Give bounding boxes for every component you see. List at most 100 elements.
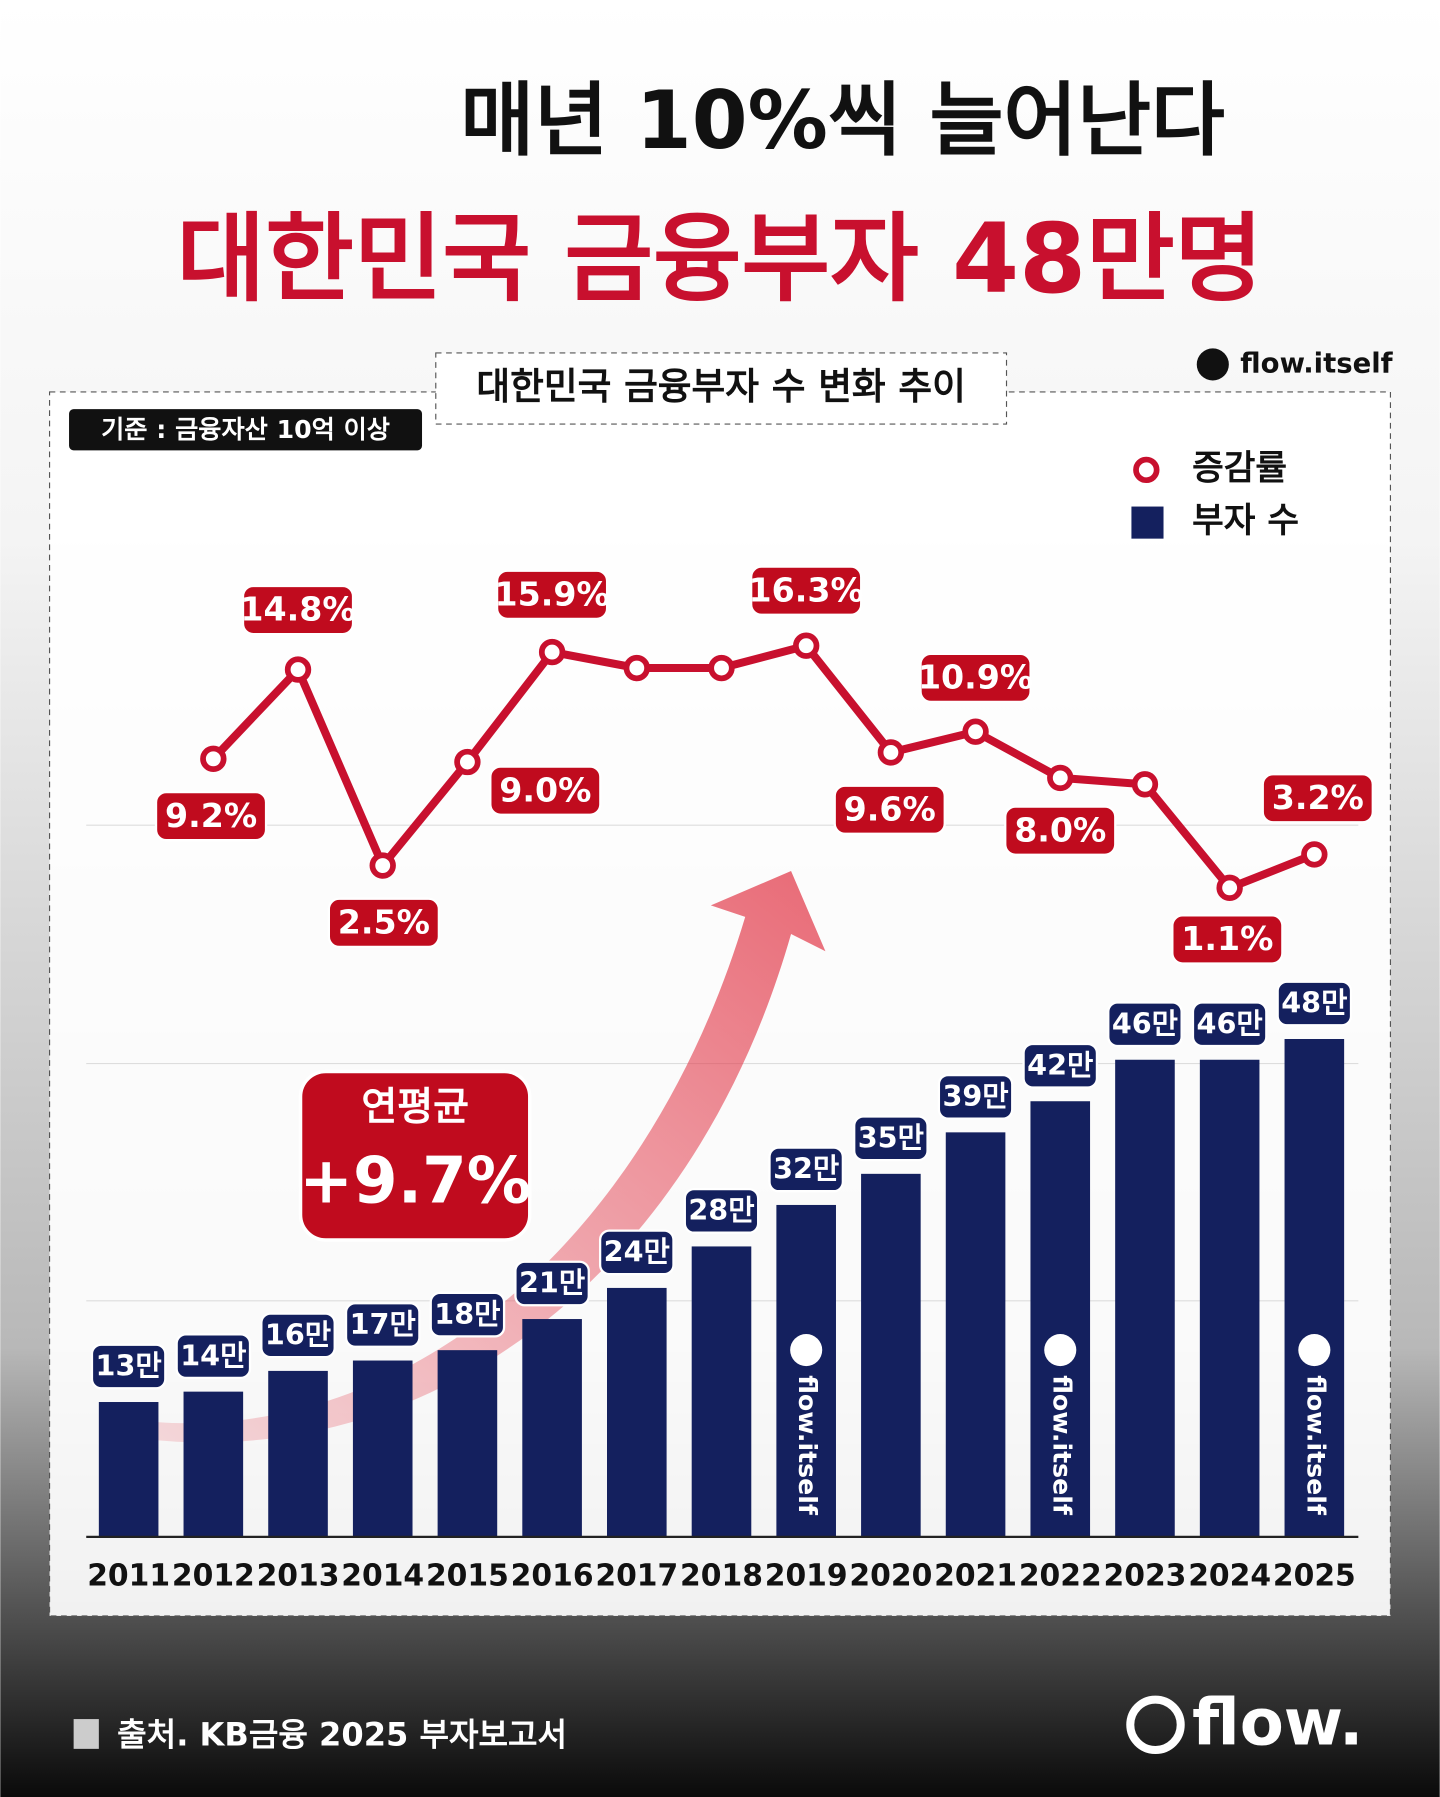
- rate-label-box: [495, 569, 609, 620]
- rate-point: [1216, 874, 1243, 902]
- bar: [1284, 1039, 1345, 1537]
- source: 출처. KB금융 2025 부자보고서: [117, 1715, 567, 1753]
- rate-point: [623, 654, 650, 682]
- bar-label: 17만: [350, 1307, 416, 1341]
- x-tick-label: 2023: [1104, 1558, 1187, 1593]
- legend-line-marker: [1133, 456, 1160, 484]
- chart-title: 대한민국 금융부자 수 변화 추이: [476, 365, 965, 408]
- bar-label: 13만: [96, 1349, 162, 1383]
- bar: [522, 1319, 582, 1537]
- x-tick-label: 2013: [257, 1558, 340, 1593]
- rate-point: [454, 748, 481, 776]
- rate-point: [793, 632, 820, 659]
- note-pill: [69, 409, 423, 451]
- rate-label: 14.8%: [240, 590, 355, 629]
- bar-label: 24만: [604, 1235, 670, 1269]
- callout-box: [298, 1069, 532, 1242]
- rate-label-box: [1004, 805, 1117, 856]
- logo-icon: [1126, 1695, 1185, 1755]
- rate-label: 2.5%: [338, 902, 430, 941]
- rate-label-box: [327, 897, 441, 949]
- rate-point: [538, 638, 566, 666]
- x-tick-label: 2012: [172, 1558, 255, 1593]
- rate-line: [210, 641, 1316, 892]
- bar-label-box: [853, 1115, 929, 1162]
- bar-label-box: [175, 1333, 252, 1380]
- bar: [268, 1370, 328, 1537]
- bar-label-box: [260, 1312, 336, 1359]
- rate-point: [369, 852, 396, 879]
- watermark-icon: [790, 1333, 823, 1367]
- x-tick-label: 2021: [934, 1558, 1017, 1593]
- bar-label-box: [598, 1229, 675, 1276]
- x-tick-label: 2022: [1019, 1558, 1102, 1593]
- bar-label-box: [344, 1302, 421, 1348]
- bar: [776, 1204, 836, 1537]
- title: 매년 10%씩 늘어난다: [460, 74, 1224, 167]
- rate-label: 8.0%: [1014, 810, 1106, 849]
- bar: [945, 1132, 1006, 1537]
- bar: [183, 1391, 244, 1537]
- headline: 대한민국 금융부자 48만명: [177, 203, 1263, 315]
- rate-label-box: [489, 765, 602, 816]
- rate-label-box: [1171, 914, 1284, 965]
- bar-label-box: [683, 1187, 760, 1234]
- trend-arrow: [103, 870, 826, 1443]
- bar-label-box: [768, 1146, 845, 1193]
- bar-label: 32만: [773, 1152, 839, 1186]
- rate-label: 1.1%: [1181, 919, 1273, 958]
- bar: [691, 1246, 752, 1537]
- subtitle-box: [435, 352, 1008, 425]
- bar: [98, 1402, 159, 1537]
- bar-label-box: [1191, 1001, 1268, 1048]
- bar-label-box: [429, 1291, 506, 1338]
- x-tick-label: 2020: [849, 1558, 932, 1593]
- bar-label-box: [937, 1073, 1014, 1120]
- rate-point: [962, 718, 989, 745]
- bar-label-box: [90, 1343, 167, 1390]
- bar-label-box: [514, 1260, 590, 1307]
- rate-label: 9.0%: [499, 770, 591, 809]
- bar-label-box: [1022, 1042, 1099, 1089]
- handle: flow.itself: [1240, 347, 1393, 379]
- bar: [437, 1350, 498, 1537]
- bar-label: 46만: [1112, 1006, 1178, 1040]
- rate-label-box: [919, 652, 1032, 704]
- callout-value: +9.7%: [299, 1144, 531, 1219]
- bar: [861, 1173, 921, 1537]
- bar-label: 14만: [180, 1338, 246, 1372]
- bar-label: 48만: [1281, 986, 1347, 1020]
- bar-label: 35만: [858, 1120, 924, 1154]
- bar-label: 42만: [1027, 1048, 1093, 1082]
- rate-point: [1047, 764, 1074, 792]
- x-tick-label: 2018: [680, 1558, 763, 1593]
- bar: [352, 1360, 413, 1537]
- rate-label: 3.2%: [1272, 778, 1364, 817]
- watermark-icon: [1044, 1333, 1077, 1367]
- note: 기준 : 금융자산 10억 이상: [101, 415, 390, 444]
- rate-label: 10.9%: [918, 658, 1033, 697]
- bar-label: 39만: [942, 1079, 1008, 1113]
- x-tick-label: 2025: [1273, 1558, 1356, 1593]
- callout-label: 연평균: [361, 1085, 469, 1130]
- x-tick-label: 2017: [595, 1558, 678, 1593]
- x-tick-label: 2011: [87, 1558, 170, 1593]
- logo: flow.: [1192, 1686, 1363, 1761]
- x-tick-label: 2024: [1188, 1558, 1271, 1593]
- x-tick-label: 2019: [765, 1558, 848, 1593]
- legend-bar-marker: [1131, 506, 1164, 539]
- bar-label: 16만: [265, 1318, 331, 1352]
- x-tick-label: 2015: [426, 1558, 509, 1593]
- x-tick-label: 2016: [511, 1558, 594, 1593]
- rate-point: [1301, 841, 1328, 868]
- rate-label: 9.6%: [844, 789, 936, 828]
- bar: [606, 1287, 667, 1537]
- rate-point: [708, 654, 735, 682]
- rate-label: 15.9%: [494, 574, 609, 613]
- bar-label-box: [1276, 980, 1353, 1027]
- legend-label: 부자 수: [1192, 501, 1299, 541]
- watermark: flow.itself: [1047, 1375, 1076, 1516]
- bar-label-box: [1107, 1001, 1183, 1048]
- rate-label-box: [154, 790, 268, 842]
